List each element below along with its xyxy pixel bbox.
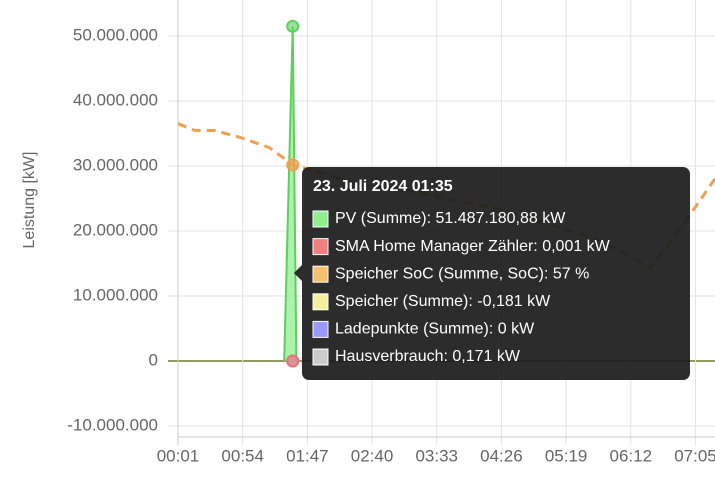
tooltip-swatch bbox=[312, 210, 329, 228]
y-tick-label: 0 bbox=[149, 350, 158, 369]
tooltip-item: Ladepunkte (Summe): 0 kW bbox=[335, 321, 535, 338]
tooltip-item: Speicher (Summe): -0,181 kW bbox=[335, 293, 551, 310]
grid: -10.000.000 0 10.000.000 20.000.000 30.000.0… bbox=[67, 0, 715, 465]
x-tick-label: 00:54 bbox=[221, 446, 264, 465]
tooltip-caret bbox=[294, 265, 302, 281]
x-tick-label: 01:47 bbox=[286, 446, 329, 465]
y-tick-label: 10.000.000 bbox=[73, 285, 158, 304]
tooltip-swatch bbox=[312, 265, 329, 283]
tooltip-swatch bbox=[312, 238, 329, 256]
y-tick-label: 50.000.000 bbox=[73, 25, 158, 44]
tooltip-title: 23. Juli 2024 01:35 bbox=[313, 178, 453, 195]
tooltip-item: Hausverbrauch: 0,171 kW bbox=[335, 348, 521, 365]
y-tick-label: 40.000.000 bbox=[73, 90, 158, 109]
y-tick-label: -10.000.000 bbox=[67, 415, 158, 434]
tooltip: 23. Juli 2024 01:35 PV (Summe): 51.487.1… bbox=[294, 167, 690, 380]
tooltip-box bbox=[302, 167, 690, 380]
y-axis-label: Leistung [kW] bbox=[21, 152, 38, 249]
x-tick-label: 06:12 bbox=[610, 446, 653, 465]
tooltip-swatch bbox=[312, 348, 329, 366]
data-point bbox=[286, 354, 300, 368]
data-point bbox=[286, 158, 300, 172]
x-tick-label: 05:19 bbox=[545, 446, 588, 465]
tooltip-swatch bbox=[312, 293, 329, 311]
tooltip-item: Speicher SoC (Summe, SoC): 57 % bbox=[335, 265, 589, 282]
x-tick-label: 03:33 bbox=[415, 446, 458, 465]
tooltip-item: SMA Home Manager Zähler: 0,001 kW bbox=[335, 238, 611, 255]
data-point bbox=[286, 19, 300, 33]
tooltip-swatch bbox=[312, 320, 329, 338]
x-tick-label: 04:26 bbox=[480, 446, 523, 465]
y-tick-label: 30.000.000 bbox=[73, 155, 158, 174]
plot-area bbox=[178, 19, 715, 368]
x-tick-label: 07:05 bbox=[674, 446, 715, 465]
x-tick-label: 02:40 bbox=[351, 446, 394, 465]
tooltip-item: PV (Summe): 51.487.180,88 kW bbox=[335, 210, 566, 227]
x-tick-label: 00:01 bbox=[157, 446, 200, 465]
y-tick-label: 20.000.000 bbox=[73, 220, 158, 239]
